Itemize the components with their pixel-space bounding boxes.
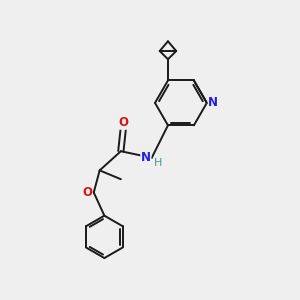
Text: N: N <box>141 151 151 164</box>
Text: N: N <box>208 96 218 109</box>
Text: O: O <box>118 116 128 129</box>
Text: O: O <box>82 186 92 199</box>
Text: H: H <box>154 158 162 168</box>
